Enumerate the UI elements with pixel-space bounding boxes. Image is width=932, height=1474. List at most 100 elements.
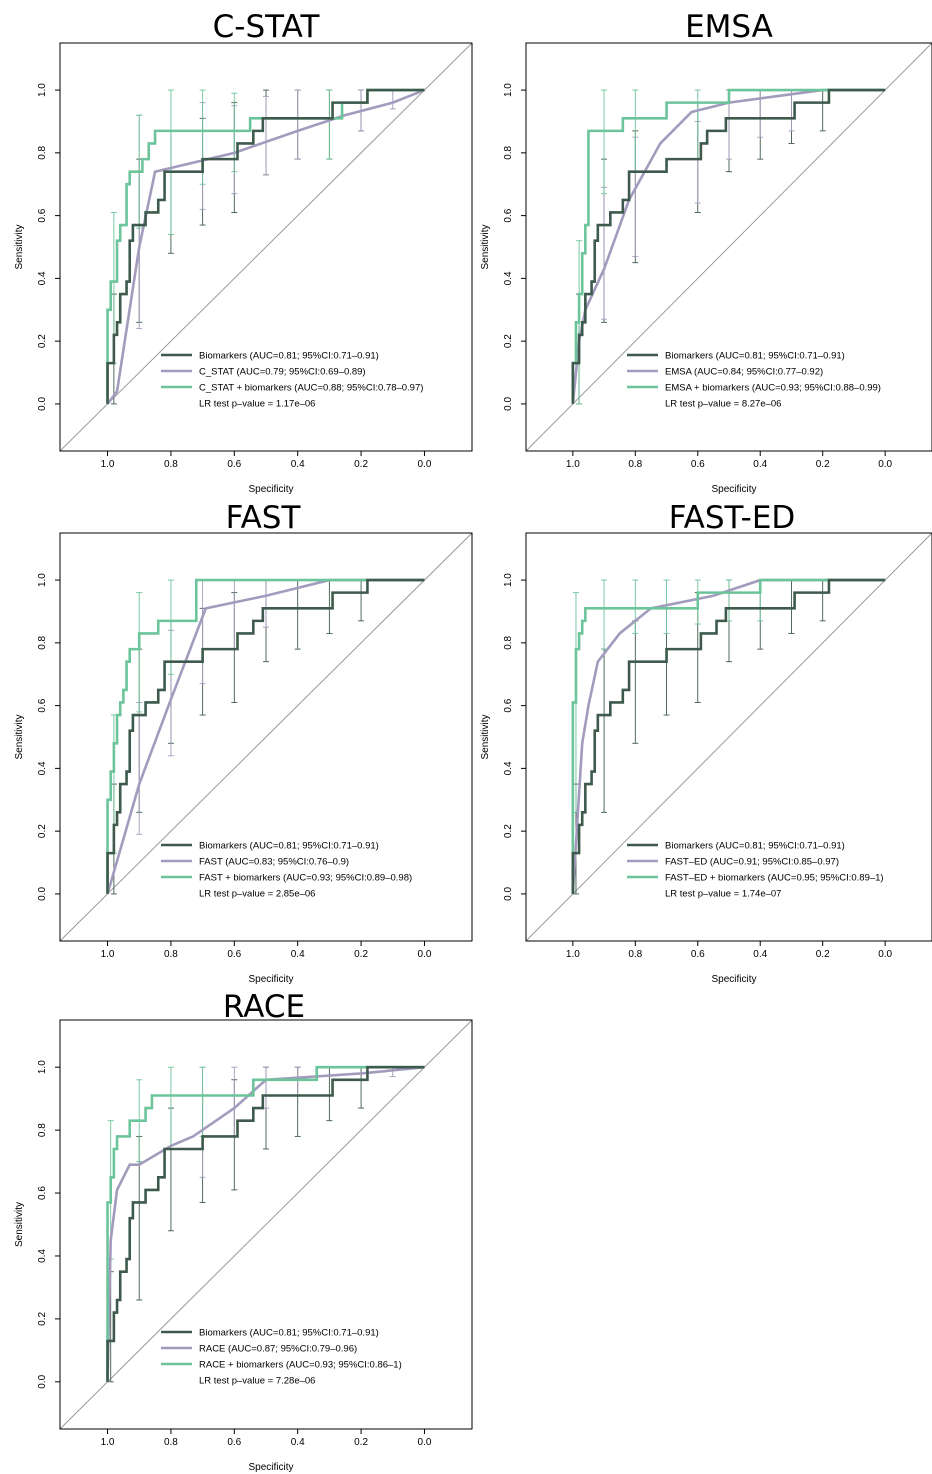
error-bar	[294, 89, 301, 160]
legend-item: LR test p–value = 1.74e–07	[665, 889, 781, 900]
x-tick-label: 0.8	[164, 459, 178, 470]
legend-label: Biomarkers (AUC=0.81; 95%CI:0.71–0.91)	[199, 1328, 379, 1339]
diagonal-reference-line	[60, 43, 472, 451]
plot-frame	[525, 42, 932, 452]
y-tick-label: 0.6	[503, 698, 514, 712]
y-tick-label: 0.6	[37, 208, 48, 222]
y-tick-label: 0.8	[503, 145, 514, 159]
legend-item: C_STAT (AUC=0.79; 95%CI:0.69–0.89)	[161, 367, 366, 378]
diagonal-reference-line	[60, 1020, 472, 1429]
legend-item: EMSA + biomarkers (AUC=0.93; 95%CI:0.88–…	[627, 383, 881, 394]
x-tick-label: 0.4	[291, 459, 305, 470]
legend-label: Biomarkers (AUC=0.81; 95%CI:0.71–0.91)	[665, 841, 845, 852]
x-axis-label: Specificity	[711, 974, 756, 985]
y-tick-label: 0.0	[37, 397, 48, 411]
x-tick-label: 0.4	[291, 949, 305, 960]
plot-frame	[59, 1019, 473, 1430]
x-tick-label: 0.0	[878, 459, 892, 470]
legend-label: LR test p–value = 2.85e–06	[199, 889, 315, 900]
legend-item: RACE + biomarkers (AUC=0.93; 95%CI:0.86–…	[161, 1360, 402, 1371]
x-tick-label: 1.0	[566, 949, 580, 960]
roc-curve-combined	[571, 578, 886, 894]
error-bar	[601, 579, 608, 650]
legend-label: LR test p–value = 7.28e–06	[199, 1376, 315, 1387]
chart-title: C-STAT	[213, 9, 321, 45]
y-axis-label: Sensitivity	[14, 224, 25, 269]
y-axis-label: Sensitivity	[14, 1202, 25, 1247]
legend-label: RACE + biomarkers (AUC=0.93; 95%CI:0.86–…	[199, 1360, 402, 1371]
y-tick-label: 1.0	[37, 1060, 48, 1074]
roc-panel-fast-ed: FAST-ED 1.0 0.8 0.6 0.4 0.2 0.0 0.0 0.2 0.4 0.6 0.8…	[480, 500, 932, 985]
y-tick-label: 0.2	[503, 824, 514, 838]
x-tick-label: 0.6	[227, 1437, 241, 1448]
y-tick-label: 1.0	[37, 573, 48, 587]
diagonal-reference-line	[60, 533, 472, 941]
y-tick-label: 0.4	[503, 761, 514, 775]
roc-curve-score	[571, 578, 886, 895]
roc-curve-combined	[106, 578, 425, 894]
x-tick-label: 0.8	[164, 949, 178, 960]
y-axis-label: Sensitivity	[14, 714, 25, 759]
legend-label: C_STAT + biomarkers (AUC=0.88; 95%CI:0.7…	[199, 383, 423, 394]
chart-title: EMSA	[685, 9, 773, 45]
legend-item: EMSA (AUC=0.84; 95%CI:0.77–0.92)	[627, 367, 823, 378]
plot-frame	[525, 532, 932, 942]
x-tick-label: 0.6	[227, 949, 241, 960]
x-tick-label: 0.2	[816, 459, 830, 470]
error-bar	[326, 89, 333, 160]
y-tick-label: 0.2	[37, 824, 48, 838]
legend-label: FAST–ED (AUC=0.91; 95%CI:0.85–0.97)	[665, 857, 839, 868]
x-tick-label: 1.0	[101, 1437, 115, 1448]
legend-label: FAST (AUC=0.83; 95%CI:0.76–0.9)	[199, 857, 349, 868]
x-tick-label: 0.2	[354, 949, 368, 960]
error-bar	[601, 186, 608, 320]
x-tick-label: 0.6	[691, 949, 705, 960]
y-tick-label: 0.6	[503, 208, 514, 222]
legend-item: Biomarkers (AUC=0.81; 95%CI:0.71–0.91)	[627, 841, 845, 852]
diagonal-reference-line	[526, 533, 932, 941]
x-tick-label: 0.8	[628, 459, 642, 470]
x-tick-label: 0.6	[691, 459, 705, 470]
x-tick-label: 1.0	[101, 459, 115, 470]
x-axis-label: Specificity	[711, 484, 756, 495]
roc-curve-biomarkers	[106, 1065, 425, 1382]
y-tick-label: 0.2	[37, 334, 48, 348]
error-bar	[136, 702, 143, 835]
legend-label: FAST–ED + biomarkers (AUC=0.95; 95%CI:0.…	[665, 873, 884, 884]
y-tick-label: 1.0	[503, 83, 514, 97]
error-bar	[663, 579, 670, 634]
x-tick-label: 0.6	[227, 459, 241, 470]
legend-item: Biomarkers (AUC=0.81; 95%CI:0.71–0.91)	[161, 1328, 379, 1339]
legend-item: RACE (AUC=0.87; 95%CI:0.79–0.96)	[161, 1344, 357, 1355]
y-tick-label: 0.8	[37, 145, 48, 159]
error-bar	[389, 89, 396, 110]
error-bar	[601, 89, 608, 195]
x-tick-label: 0.4	[291, 1437, 305, 1448]
legend-label: C_STAT (AUC=0.79; 95%CI:0.69–0.89)	[199, 367, 366, 378]
y-tick-label: 0.0	[503, 397, 514, 411]
y-tick-label: 0.2	[503, 334, 514, 348]
y-tick-label: 1.0	[503, 573, 514, 587]
x-axis-label: Specificity	[248, 974, 293, 985]
legend-item: Biomarkers (AUC=0.81; 95%CI:0.71–0.91)	[161, 351, 379, 362]
y-axis-label: Sensitivity	[480, 224, 491, 269]
error-bar	[294, 579, 301, 650]
error-bar	[819, 89, 826, 132]
roc-panel-fast: FAST 1.0 0.8 0.6 0.4 0.2 0.0 0.0 0.2 0.4 0.6 0.8 1.0…	[14, 500, 473, 985]
x-tick-label: 0.0	[418, 949, 432, 960]
error-bar	[199, 579, 206, 685]
roc-curve-score	[571, 88, 886, 405]
plot-frame	[59, 42, 473, 452]
legend-label: Biomarkers (AUC=0.81; 95%CI:0.71–0.91)	[665, 351, 845, 362]
plot-frame	[59, 532, 473, 942]
y-tick-label: 0.6	[37, 698, 48, 712]
legend-label: LR test p–value = 1.17e–06	[199, 399, 315, 410]
legend-item: LR test p–value = 1.17e–06	[199, 399, 315, 410]
roc-panel-emsa: EMSA 1.0 0.8 0.6 0.4 0.2 0.0 0.0 0.2 0.4 0.6 0.8 1.0…	[480, 9, 932, 495]
x-tick-label: 0.0	[418, 459, 432, 470]
chart-title: FAST-ED	[669, 500, 796, 536]
x-tick-label: 0.2	[354, 1437, 368, 1448]
y-tick-label: 0.8	[503, 635, 514, 649]
chart-title: FAST	[226, 500, 302, 536]
